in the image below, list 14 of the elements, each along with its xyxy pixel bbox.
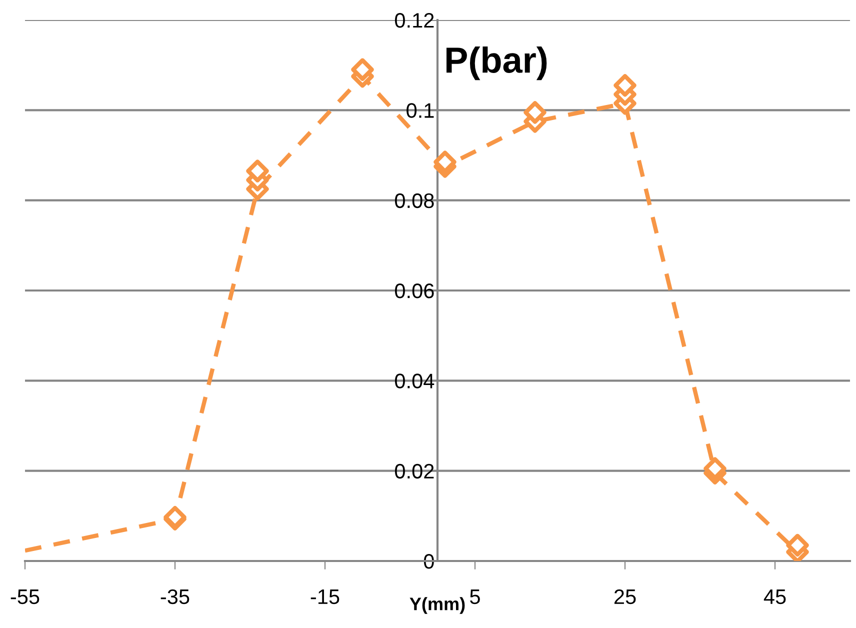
y-tick-label: 0.06	[394, 284, 434, 298]
text: P(bar)	[446, 46, 547, 80]
x-axis-title: Y(mm)	[410, 597, 465, 614]
x-tick-label: 45	[764, 590, 786, 604]
y-tick-label: 0.12	[394, 13, 434, 28]
y-tick-label: 0.1	[406, 103, 434, 118]
x-tick-label: -35	[160, 589, 190, 604]
y-tick-label: 0.04	[394, 374, 434, 388]
x-tick-label: -55	[10, 590, 40, 604]
y-tick-label: 0.02	[394, 464, 434, 479]
x-tick-label: 25	[614, 589, 636, 604]
y-tick-label: 0.08	[394, 193, 434, 208]
x-tick-label: -15	[310, 590, 340, 604]
x-tick-label: 5	[470, 590, 480, 604]
